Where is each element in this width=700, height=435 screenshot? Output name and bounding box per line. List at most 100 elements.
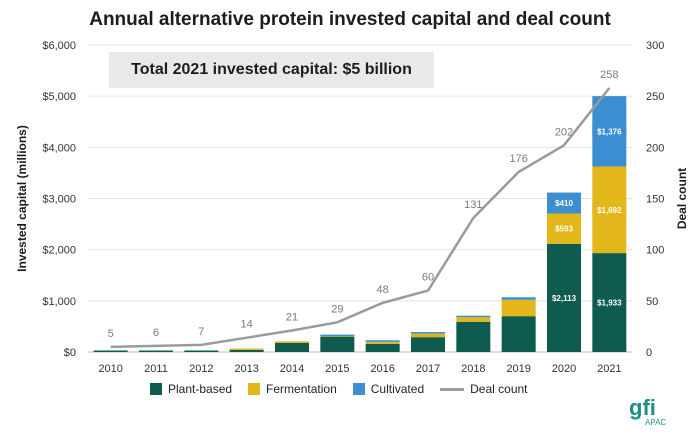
stacked-bars: $2,113 $593 $410 $1,933 $1,692 $1,376 [93, 96, 627, 352]
x-tick-label: 2012 [189, 363, 213, 375]
bar-plant-based [93, 350, 128, 352]
bar-plant-based [547, 243, 581, 352]
bar-plant-based [456, 321, 491, 352]
bar-fermentation [456, 317, 491, 322]
logo-sub: APAC [645, 418, 666, 427]
bar-label-bg [547, 221, 581, 235]
deal-count-label: 131 [464, 199, 482, 211]
bar-plant-based [411, 337, 445, 352]
deal-count-label: 7 [198, 326, 204, 338]
bar-fermentation [229, 348, 264, 350]
bar-cultivated [320, 334, 355, 337]
bar-fermentation [501, 299, 536, 317]
bar-plant-based [184, 350, 219, 352]
x-tick-label: 2013 [234, 363, 258, 375]
x-tick-label: 2015 [325, 363, 349, 375]
y-tick-label: $1,000 [42, 296, 76, 308]
x-tick-label: 2017 [416, 363, 440, 375]
bar-data-label: $593 [555, 225, 573, 234]
y-tick-label: $5,000 [42, 91, 76, 103]
chart-title: Annual alternative protein invested capi… [89, 9, 611, 30]
bar-label-bg [592, 124, 627, 138]
x-tick-label: 2011 [144, 363, 168, 375]
bar-label-bg [547, 196, 581, 210]
bar-data-label: $1,376 [597, 127, 622, 136]
legend-label-plant-based: Plant-based [168, 382, 233, 396]
deal-count-label: 202 [555, 126, 573, 138]
legend-label-deal-count: Deal count [470, 382, 528, 396]
chart-plot: $0 $1,000 $2,000 $3,000 $4,000 $5,000 $6,000 0… [15, 40, 689, 375]
x-tick-label: 2020 [552, 363, 576, 375]
legend-label-cultivated: Cultivated [370, 382, 425, 396]
y-axis-title: Invested capital (millions) [15, 125, 29, 272]
bar-plant-based [501, 316, 536, 352]
x-tick-label: 2019 [506, 363, 530, 375]
y2-axis-title: Deal count [675, 168, 689, 229]
y2-tick-label: 0 [646, 347, 652, 359]
total-capital-banner: Total 2021 invested capital: $5 billion [109, 52, 434, 88]
deal-count-line: 5 6 7 14 21 29 48 60 131 176 202 258 [108, 69, 619, 349]
bar-plant-based [275, 342, 309, 352]
y-tick-label: $4,000 [42, 142, 76, 154]
deal-count-label: 5 [108, 328, 114, 340]
x-tick-label: 2014 [280, 363, 304, 375]
logo-mark: gfi [629, 395, 656, 420]
deal-count-label: 29 [331, 303, 343, 315]
bar-cultivated [411, 332, 445, 334]
bar-plant-based [139, 350, 173, 352]
deal-count-label: 48 [377, 284, 389, 296]
bar-fermentation [411, 333, 445, 338]
deal-count-label: 6 [153, 327, 159, 339]
y2-tick-label: 250 [646, 91, 664, 103]
bar-cultivated [456, 315, 491, 318]
bar-plant-based [229, 349, 264, 352]
bar-cultivated [501, 297, 536, 300]
bar-data-label: $1,933 [597, 299, 622, 308]
bar-plant-based [320, 336, 355, 352]
bar-fermentation [275, 341, 309, 343]
x-tick-label: 2010 [98, 363, 122, 375]
y-tick-label: $3,000 [42, 194, 76, 206]
bar-fermentation [365, 341, 400, 344]
legend-swatch-deal-count [440, 387, 465, 391]
gfi-apac-logo: gfi APAC [629, 395, 666, 427]
y-axis-ticks: $0 $1,000 $2,000 $3,000 $4,000 $5,000 $6,000 [42, 40, 76, 359]
deal-count-label: 258 [600, 69, 618, 81]
deal-count-label: 176 [509, 153, 527, 165]
x-tick-label: 2021 [597, 363, 621, 375]
legend-label-fermentation: Fermentation [266, 382, 337, 396]
x-axis-ticks: 2010 2011 2012 2013 2014 2015 2016 2017 2018 2019… [98, 363, 621, 375]
legend-item-fermentation: Fermentation [248, 382, 337, 396]
y2-tick-label: 300 [646, 40, 664, 52]
axis-titles: Invested capital (millions) Deal count [15, 125, 689, 272]
y-tick-label: $6,000 [42, 40, 76, 52]
bar-plant-based [365, 343, 400, 352]
deal-count-label: 14 [241, 319, 253, 331]
y2-tick-label: 50 [646, 296, 658, 308]
bar-data-label: $2,113 [552, 294, 577, 303]
bar-label-bg [592, 202, 627, 216]
legend-item-cultivated: Cultivated [352, 382, 425, 396]
legend: Plant-based Fermentation Cultivated Deal… [150, 382, 528, 396]
y2-axis-ticks: 0 50 100 150 200 250 300 [646, 40, 664, 359]
y2-tick-label: 100 [646, 245, 664, 257]
y2-tick-label: 200 [646, 142, 664, 154]
y-tick-label: $2,000 [42, 245, 76, 257]
y2-tick-label: 150 [646, 194, 664, 206]
legend-swatch-cultivated [352, 383, 365, 395]
bar-plant-based [592, 253, 627, 352]
y-tick-label: $0 [64, 347, 76, 359]
deal-count-polyline [110, 87, 611, 349]
deal-count-label: 60 [422, 272, 434, 284]
x-tick-label: 2016 [370, 363, 394, 375]
legend-item-plant-based: Plant-based [150, 382, 232, 396]
bar-data-label: $1,692 [597, 206, 622, 215]
legend-swatch-plant-based [150, 383, 162, 395]
legend-item-deal-count: Deal count [440, 382, 528, 396]
bar-data-label: $410 [555, 199, 573, 208]
bar-cultivated [365, 340, 400, 342]
grid-lines [88, 44, 632, 353]
deal-count-label: 21 [286, 312, 298, 324]
x-tick-label: 2018 [461, 363, 485, 375]
legend-swatch-fermentation [248, 383, 261, 395]
